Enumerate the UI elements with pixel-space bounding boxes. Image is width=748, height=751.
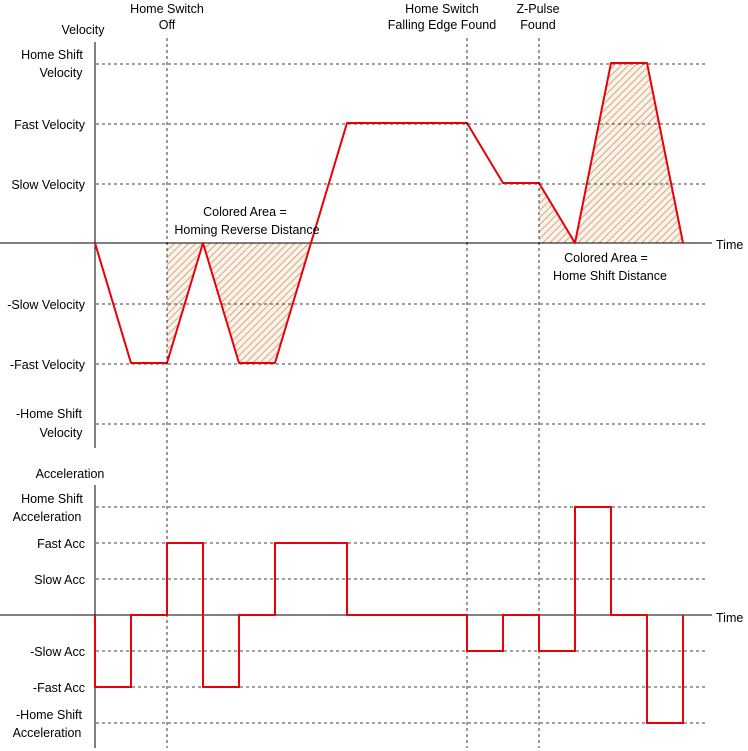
level-home-shift-acc-1: Home Shift bbox=[21, 492, 83, 506]
velocity-profile-line bbox=[94, 62, 684, 364]
annotation-reverse-2: Homing Reverse Distance bbox=[174, 223, 319, 237]
annotation-shift-1: Colored Area = bbox=[564, 251, 648, 265]
velocity-axis-title: Velocity bbox=[61, 23, 105, 37]
event-home-switch-off-1: Home Switch bbox=[130, 2, 204, 16]
event-home-switch-off-2: Off bbox=[159, 18, 176, 32]
acceleration-time-label: Time bbox=[716, 611, 743, 625]
annotation-reverse-1: Colored Area = bbox=[203, 205, 287, 219]
level-neg-home-shift-velocity-2: Velocity bbox=[39, 426, 83, 440]
level-neg-fast-velocity: -Fast Velocity bbox=[10, 358, 86, 372]
home-shift-distance-area-2 bbox=[575, 63, 683, 243]
level-neg-home-shift-velocity-1: -Home Shift bbox=[16, 407, 83, 421]
level-neg-fast-acc: -Fast Acc bbox=[33, 681, 85, 695]
level-fast-velocity: Fast Velocity bbox=[14, 118, 86, 132]
level-home-shift-acc-2: Acceleration bbox=[13, 510, 82, 524]
level-neg-home-shift-acc-1: -Home Shift bbox=[16, 708, 83, 722]
level-neg-slow-acc: -Slow Acc bbox=[30, 645, 85, 659]
level-fast-acc: Fast Acc bbox=[37, 537, 85, 551]
acceleration-axis-title: Acceleration bbox=[36, 467, 105, 481]
level-neg-slow-velocity: -Slow Velocity bbox=[7, 298, 86, 312]
event-falling-edge-2: Falling Edge Found bbox=[388, 18, 496, 32]
acceleration-profile-line bbox=[94, 506, 684, 724]
homing-reverse-distance-area-2 bbox=[203, 243, 311, 363]
event-zpulse-2: Found bbox=[520, 18, 555, 32]
velocity-chart: Velocity Time Home Shift Velocity Fast V… bbox=[0, 2, 743, 448]
level-home-shift-velocity-1: Home Shift bbox=[21, 48, 83, 62]
event-falling-edge-1: Home Switch bbox=[405, 2, 479, 16]
level-home-shift-velocity-2: Velocity bbox=[39, 66, 83, 80]
level-slow-velocity: Slow Velocity bbox=[11, 178, 85, 192]
level-neg-home-shift-acc-2: Acceleration bbox=[13, 726, 82, 740]
level-slow-acc: Slow Acc bbox=[34, 573, 85, 587]
event-zpulse-1: Z-Pulse bbox=[516, 2, 559, 16]
acceleration-chart: Acceleration Time Home Shift Acceleratio… bbox=[0, 467, 743, 748]
annotation-shift-2: Home Shift Distance bbox=[553, 269, 667, 283]
velocity-time-label: Time bbox=[716, 238, 743, 252]
